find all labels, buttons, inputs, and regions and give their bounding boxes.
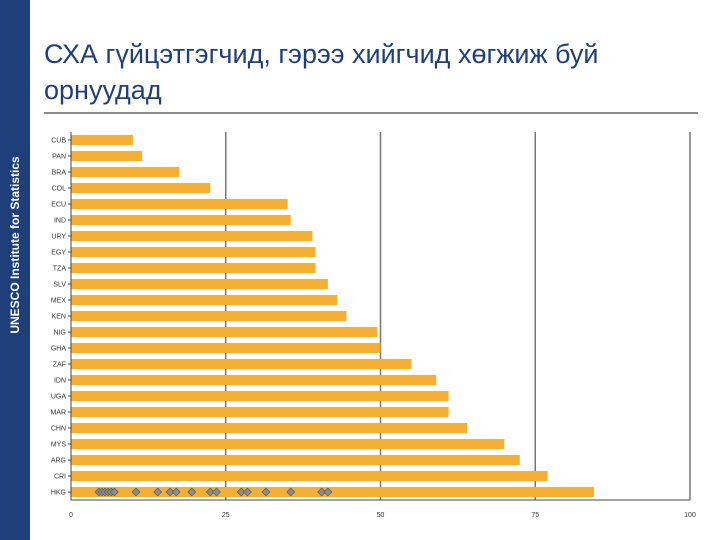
marker-12 [212, 487, 221, 497]
marker-8 [165, 487, 175, 497]
marker-15 [261, 487, 271, 497]
y-tick-label-mys: MYS [51, 442, 67, 449]
y-tick-label-zaf: ZAF [53, 362, 66, 369]
bar-ecu [71, 199, 288, 209]
y-tick-label-col: COL [52, 186, 67, 193]
bar-ind [71, 215, 291, 225]
y-tick-label-ury: URY [51, 234, 66, 241]
slide-title: СХА гүйцэтгэгчид, гэрээ хийгчид хөгжиж б… [44, 39, 599, 105]
y-tick-label-ken: KEN [52, 314, 66, 321]
y-tick-label-uga: UGA [51, 394, 67, 401]
marker-6 [131, 487, 141, 497]
y-tick-label-mex: MEX [51, 298, 67, 305]
x-tick-label-1: 25 [222, 512, 230, 519]
title-divider [44, 112, 698, 114]
bar-arg [71, 455, 520, 465]
y-tick-label-arg: ARG [51, 458, 66, 465]
marker-18 [323, 487, 333, 497]
bar-tza [71, 263, 316, 273]
bar-chn [71, 423, 468, 433]
y-tick-label-mar: MAR [50, 410, 66, 417]
bar-mar [71, 407, 449, 417]
y-tick-label-hkg: HKG [51, 490, 66, 497]
y-tick-label-cri: CRI [54, 474, 66, 481]
bar-egy [71, 247, 316, 257]
marker-17 [317, 487, 327, 497]
x-tick-label-2: 50 [377, 512, 385, 519]
bar-gha [71, 343, 381, 353]
bar-idn [71, 375, 437, 385]
y-tick-label-nig: NIG [54, 330, 66, 337]
y-tick-label-ind: IND [54, 218, 66, 225]
y-tick-label-gha: GHA [51, 346, 67, 353]
x-tick-label-3: 75 [531, 512, 539, 519]
bar-slv [71, 279, 328, 289]
bar-bra [71, 167, 180, 177]
y-tick-label-slv: SLV [53, 282, 66, 289]
bar-mex [71, 295, 338, 305]
bar-col [71, 183, 211, 193]
marker-11 [205, 487, 215, 497]
bar-uga [71, 391, 449, 401]
marker-10 [187, 487, 197, 497]
bar-pan [71, 151, 143, 161]
y-tick-label-pan: PAN [52, 154, 66, 161]
bar-mys [71, 439, 505, 449]
y-tick-label-cub: CUB [51, 138, 66, 145]
bar-ken [71, 311, 347, 321]
marker-9 [171, 487, 181, 497]
bar-cri [71, 471, 548, 481]
x-tick-label-0: 0 [69, 512, 73, 519]
marker-13 [236, 487, 246, 497]
bar-ury [71, 231, 313, 241]
bar-cub [71, 135, 133, 145]
marker-7 [153, 487, 163, 497]
x-tick-label-4: 100 [684, 512, 696, 519]
y-tick-label-bra: BRA [52, 170, 67, 177]
y-tick-label-egy: EGY [51, 250, 66, 257]
marker-16 [286, 487, 296, 497]
marker-5 [109, 487, 119, 497]
bar-zaf [71, 359, 412, 369]
bar-nig [71, 327, 378, 337]
y-tick-label-tza: TZA [53, 266, 67, 273]
sidebar-band: UNESCO Institute for Statistics [0, 0, 30, 540]
marker-14 [242, 487, 252, 497]
y-tick-label-ecu: ECU [51, 202, 66, 209]
y-tick-label-idn: IDN [54, 378, 66, 385]
y-tick-label-chn: CHN [51, 426, 66, 433]
bar-hkg [71, 487, 595, 497]
